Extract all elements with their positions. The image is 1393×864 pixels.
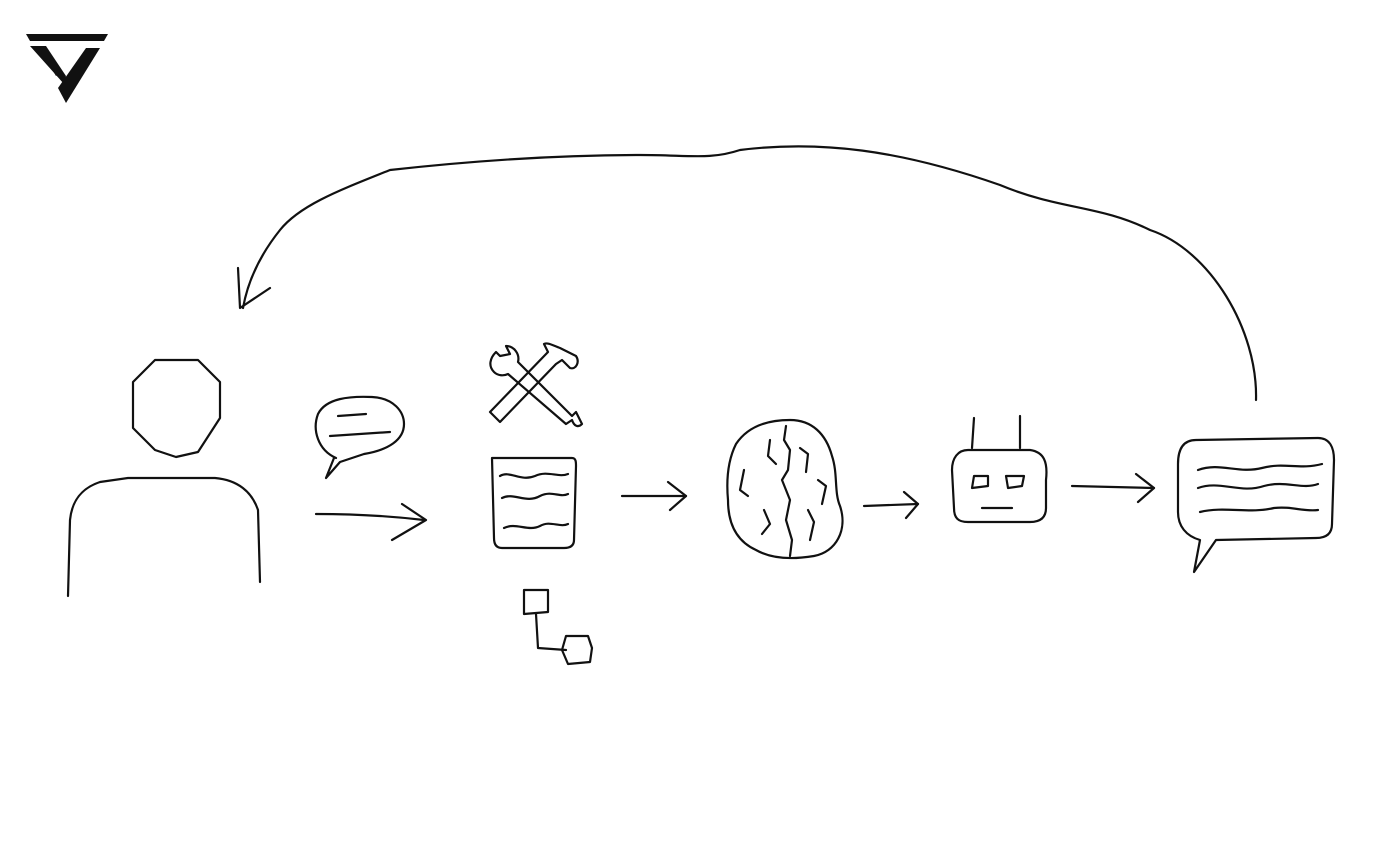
logo-icon bbox=[26, 34, 108, 103]
feedback-arrow bbox=[236, 145, 1258, 402]
arrow-user-to-document bbox=[314, 502, 428, 542]
workflow-icon bbox=[522, 588, 594, 666]
arrow-document-to-brain bbox=[620, 480, 688, 512]
arrow-brain-to-robot bbox=[862, 490, 920, 520]
arrow-robot-to-response bbox=[1070, 472, 1156, 504]
tools-icon bbox=[488, 342, 584, 428]
brain-icon bbox=[726, 418, 844, 560]
speech-bubble-icon bbox=[314, 395, 406, 480]
user-icon bbox=[66, 358, 262, 598]
document-icon bbox=[490, 456, 578, 550]
response-bubble-icon bbox=[1176, 436, 1336, 574]
robot-icon bbox=[950, 414, 1048, 524]
